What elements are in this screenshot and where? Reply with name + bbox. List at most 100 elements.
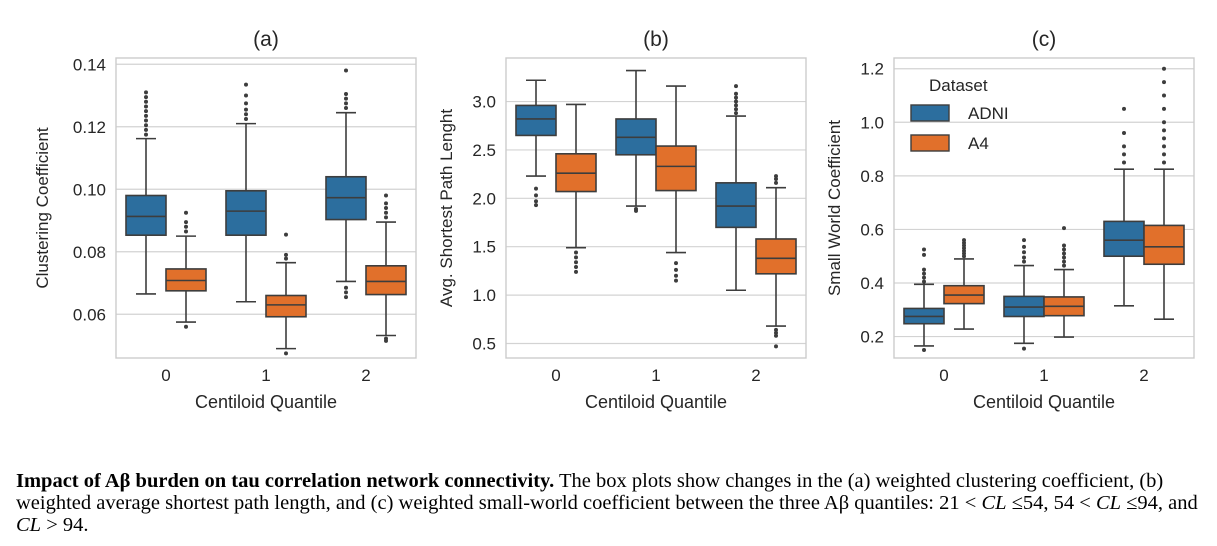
outlier-point — [962, 238, 966, 243]
y-axis-label: Clustering Coefficient — [33, 127, 52, 289]
box-iqr — [265, 294, 307, 318]
outlier-point — [344, 91, 348, 96]
outlier-point — [922, 267, 926, 272]
outlier-point — [534, 186, 538, 191]
outlier-point — [922, 275, 926, 280]
y-tick-label: 0.08 — [73, 243, 106, 262]
caption-text-4: > 94. — [41, 514, 89, 536]
outlier-point — [774, 180, 778, 185]
outlier-point — [574, 265, 578, 270]
caption-cl-2: CL — [1095, 492, 1122, 514]
outlier-point — [344, 106, 348, 110]
outlier-point — [634, 208, 638, 213]
outlier-point — [384, 338, 388, 343]
outlier-point — [1122, 106, 1126, 111]
box-a4-q0 — [165, 210, 207, 329]
box-iqr — [1143, 224, 1185, 266]
box-adni-q0 — [515, 79, 557, 208]
box-iqr — [1103, 220, 1145, 258]
outlier-point — [1122, 160, 1126, 165]
outlier-point — [384, 201, 388, 206]
series-adni — [903, 106, 1145, 352]
outlier-point — [1062, 226, 1066, 231]
outlier-point — [244, 116, 248, 121]
box-iqr — [755, 238, 797, 275]
outlier-point — [1162, 80, 1166, 85]
outlier-point — [344, 295, 348, 300]
outlier-point — [734, 111, 738, 116]
outlier-point — [144, 95, 148, 100]
outlier-point — [1162, 128, 1166, 133]
box-iqr — [515, 104, 557, 137]
y-tick-label: 0.06 — [73, 305, 106, 324]
outlier-point — [674, 278, 678, 283]
outlier-point — [384, 193, 388, 198]
outlier-point — [734, 107, 738, 112]
box-adni-q2 — [325, 68, 367, 300]
box-adni-q1 — [225, 82, 267, 303]
x-axis-label: Centiloid Quantile — [585, 392, 727, 412]
outlier-point — [774, 327, 778, 332]
outlier-point — [1062, 259, 1066, 264]
outlier-point — [1022, 244, 1026, 249]
outlier-point — [284, 252, 288, 257]
panel-title: (c) — [1032, 28, 1057, 51]
outlier-point — [244, 93, 248, 98]
outlier-point — [774, 333, 778, 338]
box-adni-q0 — [125, 90, 167, 295]
box-iqr — [225, 190, 267, 236]
outlier-point — [144, 90, 148, 95]
outlier-point — [922, 347, 926, 352]
outlier-point — [184, 229, 188, 234]
outlier-point — [774, 344, 778, 349]
outlier-point — [384, 206, 388, 210]
outlier-point — [1022, 259, 1026, 264]
box-iqr — [125, 194, 167, 236]
x-tick-label: 0 — [939, 366, 948, 385]
y-tick-label: 2.5 — [472, 141, 496, 160]
outlier-point — [922, 279, 926, 284]
x-tick-label: 2 — [361, 366, 370, 385]
outlier-point — [244, 82, 248, 87]
outlier-point — [1162, 66, 1166, 71]
caption-cl-1: CL — [981, 492, 1007, 514]
outlier-point — [144, 113, 148, 118]
outlier-point — [1022, 346, 1026, 351]
outlier-point — [1162, 120, 1166, 125]
caption-cl-3: CL — [16, 514, 42, 536]
caption-title: Impact of Aβ burden on tau correlation n… — [16, 470, 555, 492]
outlier-point — [1062, 251, 1066, 256]
outlier-point — [244, 101, 248, 106]
x-tick-label: 1 — [261, 366, 270, 385]
legend-swatch-a4 — [910, 134, 950, 152]
outlier-point — [384, 210, 388, 215]
outlier-point — [1062, 255, 1066, 260]
box-adni-q2 — [1103, 106, 1145, 307]
figure-box-plots: 0.06 0.08 0.10 0.12 0.14 (a) Centiloid Quantil… — [33, 28, 1195, 412]
outlier-point — [184, 224, 188, 229]
outlier-point — [574, 250, 578, 255]
outlier-point — [144, 99, 148, 104]
x-tick-label: 0 — [551, 366, 560, 385]
y-tick-label: 1.5 — [472, 238, 496, 257]
outlier-point — [574, 260, 578, 265]
y-tick-label: 1.2 — [860, 60, 884, 79]
outlier-point — [1122, 152, 1126, 157]
outlier-point — [674, 273, 678, 278]
x-tick-label: 1 — [651, 366, 660, 385]
outlier-point — [774, 176, 778, 181]
plot-frame — [115, 57, 417, 359]
y-tick-label: 0.2 — [860, 328, 884, 347]
outlier-point — [184, 324, 188, 329]
figure-caption: Impact of Aβ burden on tau correlation n… — [16, 470, 1206, 536]
y-axis-label: Small World Coefficient — [825, 120, 844, 296]
outlier-point — [534, 203, 538, 208]
box-a4-q0 — [943, 238, 985, 330]
legend-swatch-adni — [910, 104, 950, 122]
outlier-point — [344, 101, 348, 106]
legend: Dataset ADNI A4 — [910, 76, 1009, 153]
legend-label-a4: A4 — [968, 134, 989, 153]
outlier-point — [244, 107, 248, 112]
outlier-point — [674, 267, 678, 272]
outlier-point — [1162, 106, 1166, 111]
